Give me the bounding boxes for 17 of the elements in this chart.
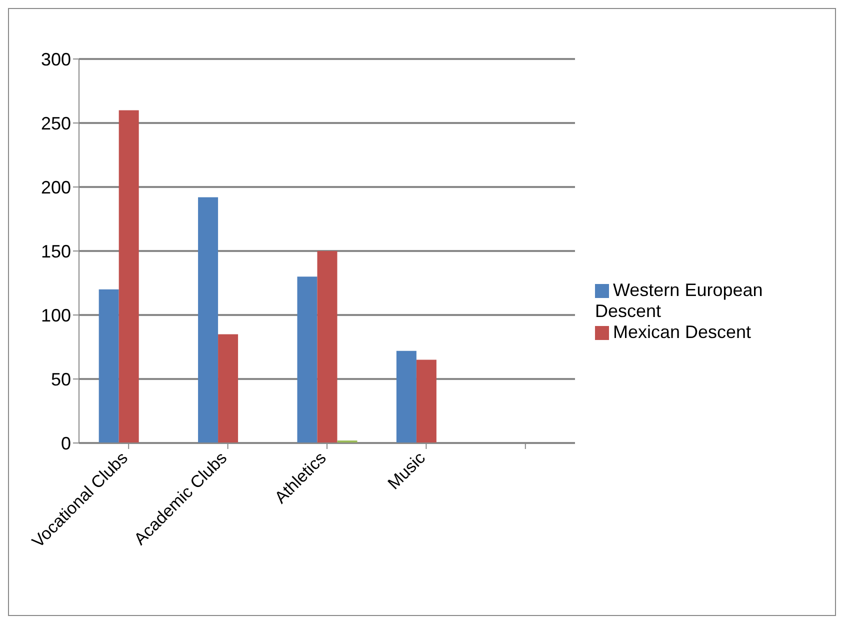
bar (218, 334, 238, 443)
bar (297, 276, 318, 443)
bar (98, 289, 119, 443)
bar (396, 350, 416, 443)
y-tick-label: 300 (40, 49, 71, 70)
bar (416, 360, 436, 443)
bar (198, 197, 218, 443)
y-tick-label: 100 (40, 305, 71, 326)
legend-label: Western European Descent (595, 280, 763, 320)
y-tick-label: 250 (40, 113, 71, 134)
bar (118, 110, 139, 443)
y-tick-label: 150 (40, 241, 71, 262)
y-tick-label: 200 (40, 177, 71, 198)
y-tick-label: 50 (50, 369, 71, 390)
bar (317, 251, 338, 443)
y-tick-label: 0 (60, 433, 71, 454)
legend-label: Mexican Descent (613, 322, 752, 342)
